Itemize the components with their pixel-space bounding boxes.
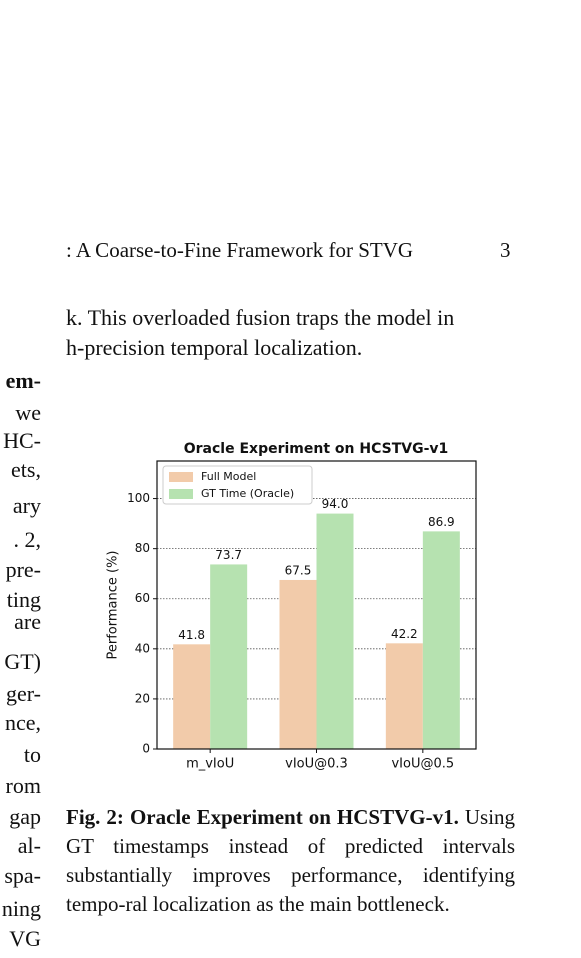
column-fragment: ets, [11,457,41,482]
caption-label: Fig. 2: [66,805,124,829]
y-tick-label: 60 [135,591,150,605]
column-fragment: VG [9,926,41,951]
page-number: 3 [500,238,511,262]
column-fragment: ary [12,493,41,518]
value-label: 73.7 [215,548,242,562]
value-label: 41.8 [178,628,205,642]
column-fragment: ger- [6,681,41,706]
bar [173,644,211,749]
column-fragment: to [23,742,41,767]
column-fragment: we [15,400,41,425]
running-title: : A Coarse-to-Fine Framework for STVG [66,238,414,262]
bar [279,579,317,749]
column-fragment: al- [17,833,41,858]
column-fragment: gap [9,804,41,829]
y-axis-label: Performance (%) [106,550,121,659]
legend-swatch [169,489,193,499]
value-label: 67.5 [285,563,312,577]
legend-label: Full Model [201,470,256,483]
legend-label: GT Time (Oracle) [201,487,294,500]
y-tick-label: 20 [135,691,150,705]
column-fragment: pre- [5,557,41,582]
caption-title: Oracle Experiment on HCSTVG-v1. [129,805,459,829]
y-tick-label: 0 [142,742,150,756]
column-fragment: . 2, [13,527,42,552]
column-fragment: are [14,609,41,634]
column-fragment: HC- [3,428,41,453]
legend-swatch [169,472,193,482]
value-label: 42.2 [391,627,418,641]
caption-text: Using GT timestamps instead of predicted… [66,805,516,916]
column-fragment: nce, [4,710,41,735]
column-fragment: rom [5,773,41,798]
column-fragment: GT) [4,649,41,674]
bar [422,531,460,749]
y-tick-label: 100 [127,491,150,505]
x-tick-label: m_vIoU [186,757,234,772]
body-line: k. This overloaded fusion traps the mode… [66,305,455,330]
bar [316,513,354,749]
value-label: 86.9 [428,515,455,529]
column-fragment: em- [5,368,41,393]
bar [210,564,248,749]
y-tick-label: 80 [135,541,150,555]
column-fragment: ting [6,587,41,612]
column-fragment: spa- [4,863,41,888]
legend-box [162,465,313,505]
column-fragment: ning [1,896,41,921]
chart-title: Oracle Experiment on HCSTVG-v1 [184,441,449,457]
x-tick-label: vIoU@0.5 [391,757,454,772]
value-label: 94.0 [322,497,349,511]
plot-frame [156,460,477,750]
y-tick-label: 40 [135,641,150,655]
bar [385,643,423,749]
body-line: h-precision temporal localization. [66,335,363,360]
caption: Fig. 2: Oracle Experiment on HCSTVG-v1. … [66,803,515,919]
x-tick-label: vIoU@0.3 [285,757,348,772]
